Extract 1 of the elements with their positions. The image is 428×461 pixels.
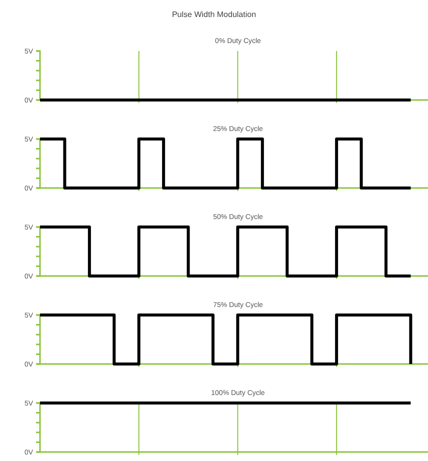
chart-title: Pulse Width Modulation — [172, 10, 256, 19]
